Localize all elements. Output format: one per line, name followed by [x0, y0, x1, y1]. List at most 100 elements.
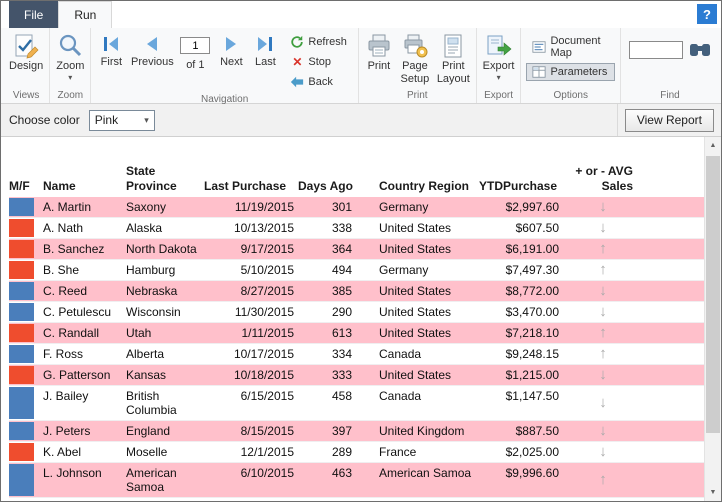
- back-label: Back: [308, 76, 333, 88]
- scrollbar-thumb[interactable]: [706, 156, 720, 434]
- view-report-button[interactable]: View Report: [624, 108, 714, 132]
- report-table-header: M/F Name State Province Last Purchase Da…: [9, 153, 704, 197]
- first-page-icon: [100, 33, 122, 55]
- navigation-stack: Refresh ✕ Stop Back: [282, 30, 355, 94]
- cell-last-purchase: 10/18/2015: [233, 368, 294, 382]
- page-setup-button[interactable]: Page Setup: [396, 30, 434, 86]
- page-of-label: of 1: [186, 59, 205, 71]
- trend-arrow: ↑: [599, 470, 607, 488]
- scrollbar-up-button[interactable]: ▲: [709, 142, 717, 149]
- trend-arrow: ↓: [599, 219, 607, 237]
- tab-bar: File Run ?: [1, 1, 721, 28]
- cell-days-ago: 290: [331, 305, 352, 319]
- next-page-button[interactable]: Next: [214, 30, 248, 70]
- cell-gap: [354, 442, 379, 447]
- cell-name: B. She: [43, 263, 80, 277]
- document-map-button[interactable]: Document Map: [526, 33, 615, 61]
- cell-state: Saxony: [126, 200, 167, 214]
- cell-last-purchase: 8/27/2015: [240, 284, 294, 298]
- parameter-bar: Choose color Pink ▾ View Report: [1, 104, 721, 137]
- cell-days-ago: 334: [331, 347, 352, 361]
- group-label-zoom: Zoom: [57, 90, 84, 101]
- cell-ytd: $3,470.00: [505, 305, 559, 319]
- trend-cell: ↑: [563, 262, 643, 277]
- scrollbar-track[interactable]: [705, 154, 721, 484]
- cell-country: Canada: [379, 389, 422, 403]
- cell-last-purchase: 10/13/2015: [233, 221, 294, 235]
- first-page-button[interactable]: First: [94, 30, 128, 70]
- cell-country: United States: [379, 305, 452, 319]
- last-page-button[interactable]: Last: [248, 30, 282, 70]
- cell-country: United States: [379, 326, 452, 340]
- header-ytd-purchase: YTDPurchase: [479, 178, 558, 193]
- find-row: [624, 30, 716, 59]
- cell-gap: [354, 365, 379, 370]
- cell-last-purchase: 11/19/2015: [234, 200, 294, 214]
- cell-gap: [354, 344, 379, 349]
- table-row: L. Johnson American Samoa 6/10/2015 463 …: [9, 462, 704, 498]
- export-button[interactable]: Export ▾: [480, 30, 518, 83]
- color-dropdown-chevron-icon: ▾: [144, 114, 149, 125]
- refresh-button[interactable]: Refresh: [284, 33, 353, 51]
- scrollbar-down-button[interactable]: ▼: [709, 489, 717, 496]
- stop-button[interactable]: ✕ Stop: [284, 53, 353, 71]
- print-button-label: Print: [367, 60, 391, 72]
- cell-name: A. Nath: [43, 221, 84, 235]
- stop-label: Stop: [308, 56, 332, 68]
- trend-arrow: ↓: [599, 282, 607, 300]
- design-icon: [13, 33, 39, 59]
- cell-country: United States: [379, 242, 452, 256]
- cell-country: Germany: [379, 200, 429, 214]
- next-page-label: Next: [220, 56, 243, 68]
- cell-last-purchase: 11/30/2015: [234, 305, 294, 319]
- cell-name: C. Randall: [43, 326, 100, 340]
- gender-block: [9, 198, 34, 216]
- print-button[interactable]: Print: [362, 30, 396, 74]
- parameters-icon: [532, 65, 547, 79]
- gender-cell: [9, 218, 43, 238]
- help-button[interactable]: ?: [697, 4, 717, 24]
- color-dropdown[interactable]: Pink ▾: [88, 109, 155, 131]
- gender-cell: [9, 386, 43, 420]
- parameters-button[interactable]: Parameters: [526, 63, 615, 81]
- ribbon: Design Views Zoom ▾ Zoom: [1, 28, 721, 105]
- previous-page-button[interactable]: Previous: [128, 30, 176, 70]
- find-input[interactable]: [629, 41, 683, 59]
- page-number-input[interactable]: [180, 37, 211, 54]
- gender-block: [9, 345, 34, 363]
- trend-arrow: ↓: [599, 198, 607, 216]
- cell-days-ago: 338: [331, 221, 352, 235]
- trend-cell: ↑: [563, 241, 643, 256]
- group-label-options: Options: [553, 90, 588, 101]
- group-label-export: Export: [484, 90, 514, 101]
- cell-state: Kansas: [126, 368, 167, 382]
- cell-country: United States: [379, 368, 452, 382]
- cell-ytd: $887.50: [515, 423, 559, 438]
- trend-arrow: ↑: [599, 240, 607, 258]
- cell-days-ago: 385: [331, 284, 352, 298]
- tab-file[interactable]: File: [9, 1, 59, 28]
- gender-block: [9, 366, 34, 384]
- design-button[interactable]: Design: [6, 30, 46, 74]
- vertical-scrollbar[interactable]: ▲ ▼: [704, 137, 721, 501]
- cell-country: France: [379, 444, 417, 459]
- cell-country: United States: [379, 284, 452, 298]
- cell-state: Wisconsin: [126, 305, 181, 319]
- cell-days-ago: 301: [331, 200, 352, 214]
- zoom-button[interactable]: Zoom ▾: [53, 30, 87, 83]
- cell-name: C. Petulescu: [43, 305, 112, 319]
- tab-run[interactable]: Run: [58, 1, 113, 28]
- ribbon-group-export: Export ▾ Export: [477, 28, 522, 103]
- gender-cell: [9, 197, 43, 217]
- gender-block: [9, 324, 34, 342]
- print-layout-button[interactable]: Print Layout: [434, 30, 473, 86]
- find-binoculars-icon[interactable]: [689, 42, 711, 58]
- document-map-icon: [532, 40, 547, 54]
- back-button[interactable]: Back: [284, 73, 353, 91]
- header-gap: [354, 190, 379, 196]
- cell-ytd: $6,191.00: [505, 242, 559, 256]
- gender-cell: [9, 344, 43, 364]
- cell-state: Utah: [126, 326, 152, 340]
- cell-ytd: $2,997.60: [505, 200, 559, 214]
